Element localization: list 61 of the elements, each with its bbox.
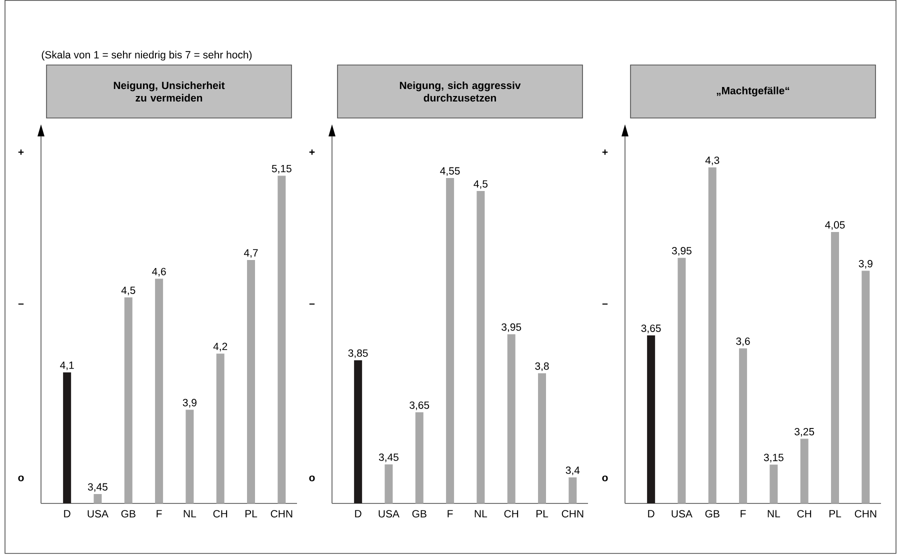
data-label: 5,15 xyxy=(272,164,292,174)
data-label: 3,95 xyxy=(672,246,692,256)
text: – xyxy=(18,303,24,304)
x-tick-label: NL xyxy=(474,510,488,518)
data-label: 3,6 xyxy=(736,337,750,346)
text: o xyxy=(18,475,24,482)
x-tick-label: F xyxy=(448,510,453,518)
x-tick-label: GB xyxy=(412,510,426,518)
data-label: 4,7 xyxy=(244,249,258,258)
data-label: 3,8 xyxy=(535,362,549,371)
text: – xyxy=(309,303,315,304)
data-label: 3,9 xyxy=(858,260,872,268)
x-tick-label: GB xyxy=(121,510,136,518)
text: + xyxy=(18,149,24,155)
data-label: 3,65 xyxy=(641,324,661,334)
text: o xyxy=(309,475,315,482)
x-tick-label: USA xyxy=(378,510,400,518)
x-tick-label: F xyxy=(156,510,162,518)
x-tick-label: USA xyxy=(672,510,692,518)
x-tick-label: PL xyxy=(245,510,258,518)
chart-title: Neigung, sich aggressiv durchzusetzen xyxy=(400,81,521,102)
x-tick-label: CH xyxy=(504,510,518,518)
x-tick-label: F xyxy=(740,510,746,518)
data-label: 4,1 xyxy=(60,361,74,370)
data-label: 3,85 xyxy=(348,349,368,358)
chart-title: „Machtgefälle“ xyxy=(716,86,790,96)
text: – xyxy=(602,303,608,304)
data-label: 4,2 xyxy=(213,342,228,352)
data-label: 3,65 xyxy=(410,401,430,410)
text: o xyxy=(602,475,608,482)
x-tick-label: D xyxy=(648,510,654,518)
x-tick-label: NL xyxy=(184,510,196,518)
data-label: 4,05 xyxy=(825,220,845,230)
x-tick-label: CHN xyxy=(562,510,584,518)
data-label: 3,25 xyxy=(794,428,814,436)
data-label: 4,5 xyxy=(121,286,136,296)
x-tick-label: USA xyxy=(88,510,108,518)
data-label: 3,4 xyxy=(566,466,580,475)
text: + xyxy=(309,149,315,155)
data-label: 3,9 xyxy=(182,398,196,408)
text: + xyxy=(602,149,608,155)
x-tick-label: GB xyxy=(705,510,720,518)
data-label: 3,45 xyxy=(88,483,108,492)
chart-title: Neigung, Unsicherheit zu vermeiden xyxy=(114,81,225,102)
data-label: 3,45 xyxy=(378,453,398,462)
x-tick-label: D xyxy=(64,510,70,518)
data-label: 4,3 xyxy=(705,156,720,166)
x-tick-label: CH xyxy=(213,510,228,518)
data-label: 3,95 xyxy=(502,323,522,332)
data-label: 3,15 xyxy=(764,454,784,462)
x-tick-label: NL xyxy=(768,510,780,518)
x-tick-label: CH xyxy=(797,510,812,518)
x-tick-label: PL xyxy=(829,510,842,518)
x-tick-label: PL xyxy=(536,510,548,518)
data-label: 4,6 xyxy=(152,268,166,276)
x-tick-label: CHN xyxy=(854,510,876,518)
text: (Skala von 1 = sehr niedrig bis 7 = sehr hoch) xyxy=(42,50,252,60)
x-tick-label: CHN xyxy=(270,510,292,518)
data-label: 4,5 xyxy=(474,180,488,189)
x-tick-label: D xyxy=(355,510,362,518)
data-label: 4,55 xyxy=(440,167,460,176)
